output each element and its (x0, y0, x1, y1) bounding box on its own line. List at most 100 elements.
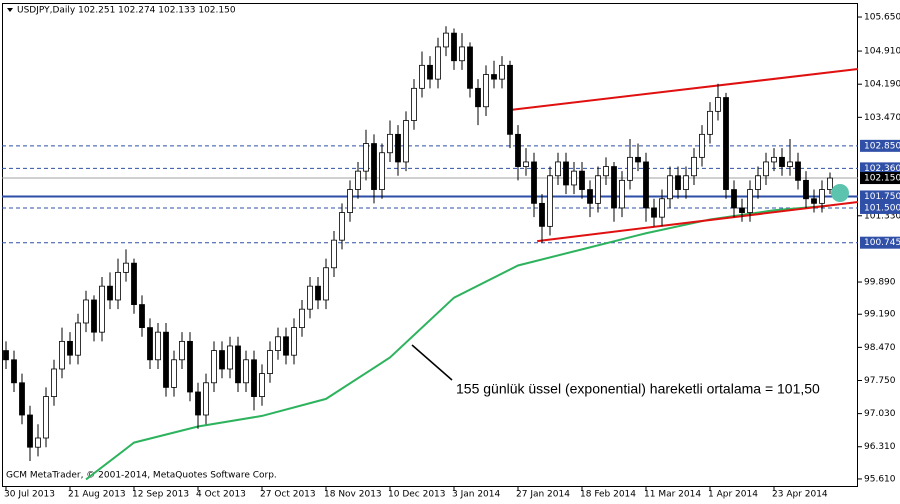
candle-body (235, 345, 241, 384)
candle-body (171, 359, 177, 388)
candle-body (675, 175, 681, 190)
candle-body (667, 175, 673, 200)
candle-body (443, 32, 449, 48)
candle-body (91, 299, 97, 333)
candle-body (99, 285, 105, 333)
candle-body (363, 143, 369, 172)
x-tick-label: 18 Feb 2014 (580, 490, 636, 500)
candle-body (515, 133, 521, 167)
candle-body (659, 198, 665, 218)
x-tick-label: 3 Jan 2014 (452, 490, 500, 500)
x-tick-label: 12 Sep 2013 (132, 490, 189, 500)
candle-body (259, 373, 265, 397)
candle-body (35, 437, 41, 448)
candle-body (451, 32, 457, 62)
y-tick-label: 98.470 (864, 343, 896, 353)
candle-body (371, 143, 377, 190)
candle-body (771, 156, 777, 163)
price-axis: 105.650 104.910 104.190 103.470 101.330 99.89… (4, 13, 900, 500)
symbol-icon (7, 8, 13, 12)
candle-body (299, 308, 305, 328)
candle-body (435, 46, 441, 80)
level-label-box (860, 190, 900, 203)
candle-body (691, 156, 697, 177)
candle-body (731, 189, 737, 209)
level-label: 102.150 (864, 174, 900, 184)
candle-body (67, 340, 73, 356)
y-tick-label: 101.330 (864, 211, 900, 221)
candle-body (147, 327, 153, 361)
candle-body (403, 120, 409, 163)
candle-body (27, 414, 33, 448)
candle-body (547, 175, 553, 227)
x-tick-label: 23 Apr 2014 (772, 490, 828, 500)
candle-body (3, 350, 9, 361)
plot-frame (2, 3, 858, 487)
x-tick-label: 4 Oct 2013 (196, 490, 246, 500)
candle-body (523, 161, 529, 167)
candle-body (787, 161, 793, 167)
candle-body (499, 64, 505, 80)
x-tick-label: 11 Mar 2014 (644, 490, 701, 500)
x-tick-label: 1 Apr 2014 (708, 490, 758, 500)
candle-body (411, 87, 417, 121)
candle-body (419, 64, 425, 89)
candle-body (83, 299, 89, 324)
candle-body (747, 189, 753, 213)
level-label: 101.500 (864, 203, 900, 213)
candle-body (611, 166, 617, 209)
candle-body (635, 156, 641, 163)
candle-body (211, 350, 217, 384)
y-tick-label: 99.890 (864, 278, 896, 288)
x-tick-label: 27 Jan 2014 (516, 490, 570, 500)
candle-body (827, 177, 833, 190)
candle-body (531, 161, 537, 204)
y-tick-label: 105.650 (864, 13, 900, 23)
candle-body (283, 336, 289, 356)
x-tick-label: 27 Oct 2013 (260, 490, 316, 500)
candle-body (243, 359, 249, 384)
candle-body (155, 331, 161, 361)
candle-body (491, 74, 497, 80)
chart-title: USDJPY,Daily 102.251 102.274 102.133 102… (17, 6, 236, 16)
candle-body (387, 133, 393, 154)
plot-area (2, 26, 859, 481)
candle-body (763, 161, 769, 177)
candle-body (115, 271, 121, 301)
candle-body (651, 207, 657, 218)
level-label: 100.745 (864, 238, 900, 248)
candle-body (755, 175, 761, 190)
candle-body (427, 64, 433, 80)
candle-body (251, 359, 257, 397)
candle-body (139, 304, 145, 328)
annotation: 155 günlük üssel (exponential) hareketli… (456, 381, 820, 397)
candle-body (11, 359, 17, 384)
candle-body (227, 345, 233, 370)
candle-body (627, 156, 633, 181)
x-tick-label: 30 Jul 2013 (4, 490, 55, 500)
candle-body (51, 368, 57, 397)
candle-body (603, 166, 609, 177)
y-tick-label: 104.190 (864, 80, 900, 90)
candle-body (707, 110, 713, 135)
level-label-box (860, 236, 900, 249)
candle-body (619, 179, 625, 209)
y-tick-label: 104.910 (864, 47, 900, 57)
candle-body (587, 189, 593, 204)
candle-body (291, 327, 297, 356)
candle-body (267, 350, 273, 374)
level-label-box (860, 172, 900, 185)
level-label: 101.750 (864, 192, 900, 202)
candle-body (331, 239, 337, 269)
candle-body (179, 340, 185, 361)
candle-body (203, 382, 209, 416)
candle-body (107, 285, 113, 301)
candle-body (723, 97, 729, 190)
candle-body (43, 396, 49, 439)
candle-body (811, 198, 817, 204)
candle-body (275, 336, 281, 351)
candle-body (219, 350, 225, 370)
candle-body (739, 207, 745, 213)
x-tick-label: 10 Dec 2013 (388, 490, 446, 500)
